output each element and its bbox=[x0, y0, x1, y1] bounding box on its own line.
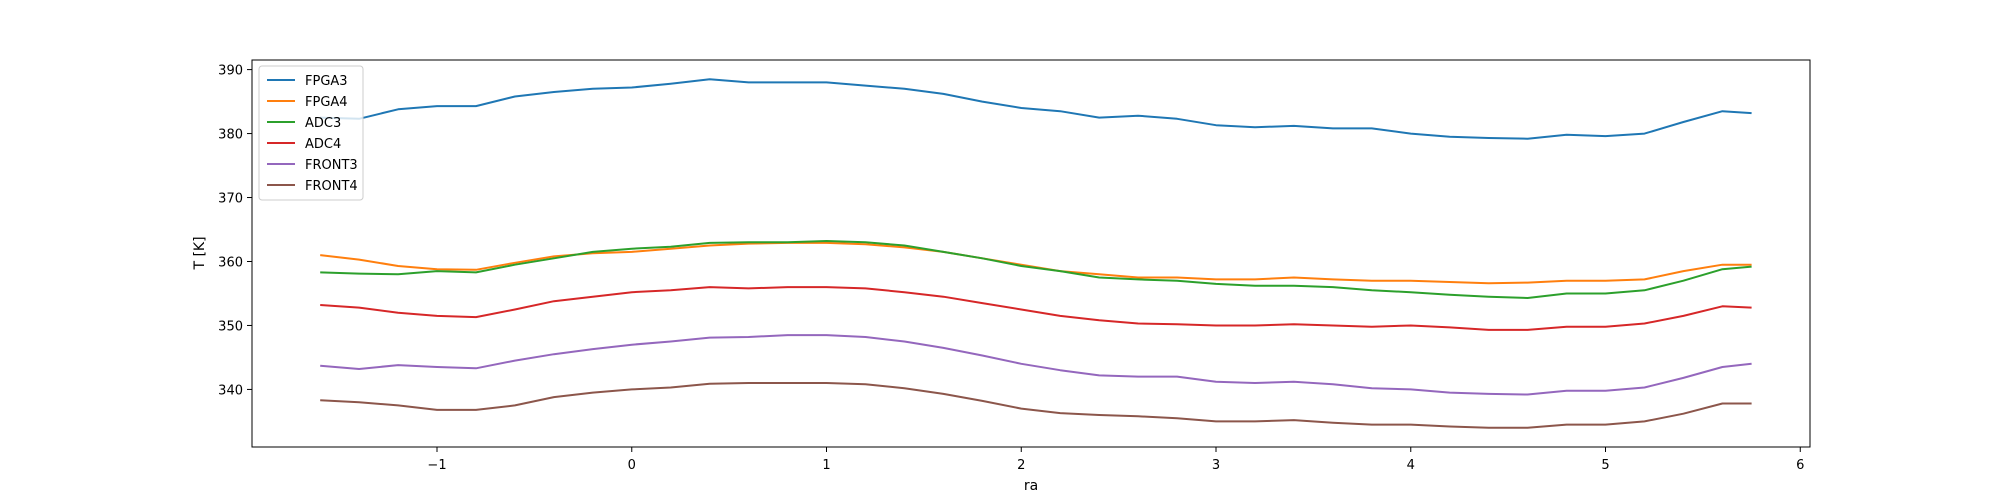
series-line-fpga3 bbox=[320, 78, 1752, 140]
x-tick-label: 0 bbox=[628, 458, 636, 473]
x-tick-label: 2 bbox=[1017, 458, 1025, 473]
y-tick-label: 380 bbox=[218, 128, 243, 143]
series-layer bbox=[320, 78, 1752, 429]
series-line-adc3 bbox=[320, 240, 1752, 299]
x-tick-label: 6 bbox=[1796, 458, 1804, 473]
y-tick-label: 340 bbox=[218, 383, 243, 398]
x-axis: −1 0 1 2 3 4 5 6 bbox=[427, 447, 1804, 473]
plot-area-frame bbox=[251, 59, 1811, 448]
y-tick-label: 390 bbox=[218, 64, 243, 79]
x-tick-label: 5 bbox=[1601, 458, 1609, 473]
legend-label-front3: FRONT3 bbox=[305, 158, 358, 173]
x-tick-label: 4 bbox=[1407, 458, 1415, 473]
y-tick-label: 360 bbox=[218, 255, 243, 270]
series-line-adc4 bbox=[320, 286, 1752, 331]
legend-label-fpga4: FPGA4 bbox=[305, 95, 348, 110]
series-line-fpga4 bbox=[320, 241, 1752, 285]
legend: FPGA3 FPGA4 ADC3 ADC4 FRONT3 FRONT4 bbox=[258, 65, 364, 201]
x-axis-label: ra bbox=[1024, 478, 1038, 494]
x-tick-label: −1 bbox=[427, 458, 446, 473]
x-tick-label: 3 bbox=[1212, 458, 1220, 473]
legend-label-fpga3: FPGA3 bbox=[305, 74, 348, 89]
series-line-front3 bbox=[320, 334, 1752, 396]
legend-label-adc4: ADC4 bbox=[305, 137, 341, 152]
legend-label-front4: FRONT4 bbox=[305, 179, 358, 194]
y-axis: 340 350 360 370 380 390 bbox=[218, 64, 252, 398]
y-tick-label: 370 bbox=[218, 192, 243, 207]
legend-label-adc3: ADC3 bbox=[305, 116, 341, 131]
legend-box bbox=[258, 65, 364, 201]
y-tick-label: 350 bbox=[218, 319, 243, 334]
x-tick-label: 1 bbox=[822, 458, 830, 473]
y-axis-label: T [K] bbox=[192, 236, 208, 270]
series-line-front4 bbox=[320, 382, 1752, 429]
